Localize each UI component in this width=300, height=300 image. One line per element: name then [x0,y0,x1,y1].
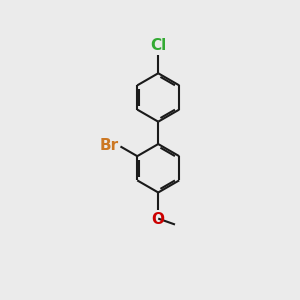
Text: Cl: Cl [150,38,166,53]
Text: O: O [152,212,165,227]
Text: Br: Br [100,138,118,153]
